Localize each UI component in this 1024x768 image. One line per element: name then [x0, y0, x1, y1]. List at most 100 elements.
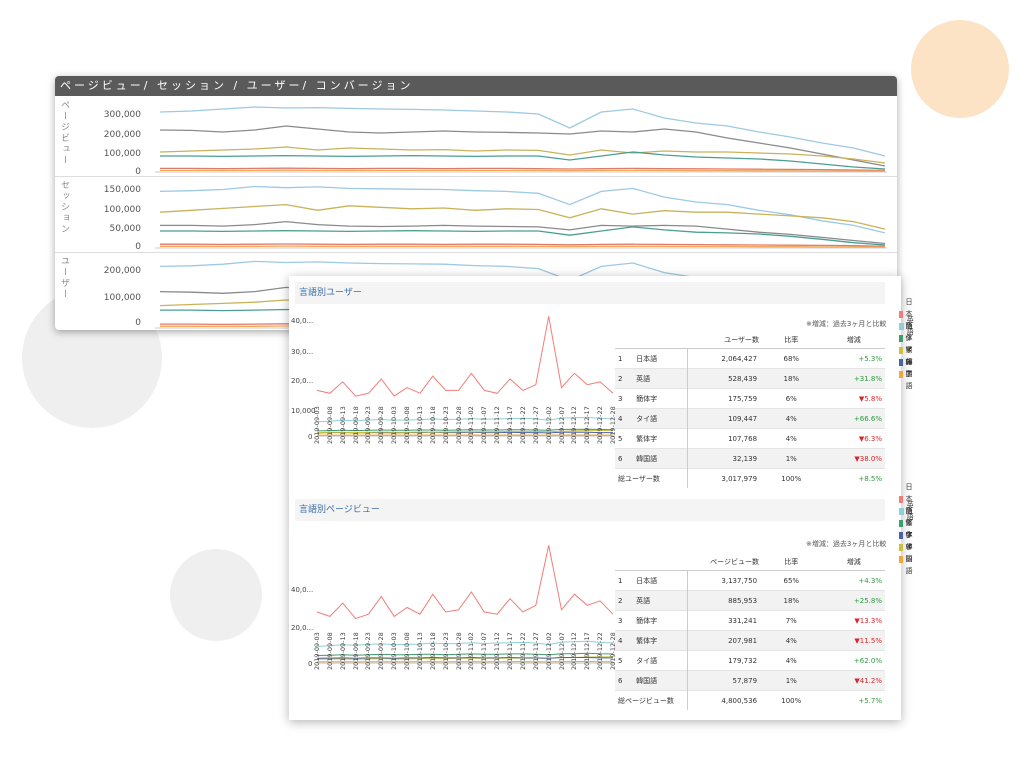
total-value: 3,017,979 — [687, 468, 761, 488]
pageviews-line-chart — [316, 545, 615, 664]
overview-series-line — [159, 146, 886, 164]
change: +31.8% — [822, 368, 885, 389]
col-change: 増減 — [822, 554, 885, 571]
col-pageviews: ページビュー数 — [687, 554, 761, 571]
y-tick: 20,0... — [291, 377, 314, 385]
tick-label: 150,000 — [103, 185, 141, 195]
x-tick-label: 2019-10-18 — [428, 632, 437, 670]
overview-series-line — [159, 203, 886, 230]
total-label: 総ページビュー数 — [615, 690, 689, 710]
legend-item[interactable]: 英語 — [899, 501, 916, 521]
overview-series-line — [159, 106, 886, 157]
value: 2,064,427 — [687, 348, 761, 369]
legend-item[interactable]: タイ語 — [899, 334, 916, 366]
table-row: 3 簡体字 331,241 7% ▼13.3% — [615, 610, 885, 631]
value: 107,768 — [687, 428, 761, 449]
pageviews-table: ページビュー数 比率 増減 1 日本語 3,137,750 65% +4.3% … — [615, 554, 885, 710]
rank: 4 — [615, 630, 634, 651]
legend-item[interactable]: タイ語 — [899, 531, 916, 563]
legend-label: 簡体字 — [905, 507, 913, 539]
tick-label: 100,000 — [103, 293, 141, 303]
x-tick-label: 2019-11-07 — [480, 632, 489, 670]
x-tick-label: 2019-10-08 — [403, 632, 412, 670]
x-tick-label: 2019-10-23 — [441, 632, 450, 670]
x-tick-label: 2019-09-13 — [338, 406, 347, 444]
tick-label: 200,000 — [103, 130, 141, 140]
table-header-row: ページビュー数 比率 増減 — [615, 554, 885, 571]
x-tick-label: 2019-12-02 — [544, 406, 553, 444]
x-tick-label: 2019-11-27 — [531, 632, 540, 670]
row-label-sessions: セッション — [59, 180, 69, 235]
value: 57,879 — [687, 670, 761, 691]
ratio: 4% — [760, 408, 823, 429]
x-tick-label: 2019-10-13 — [415, 632, 424, 670]
x-tick-label: 2019-10-23 — [441, 406, 450, 444]
legend-label: 韓国語 — [905, 543, 913, 575]
language: 韓国語 — [633, 448, 689, 469]
x-tick-label: 2019-12-12 — [570, 406, 579, 444]
x-tick-label: 2019-10-28 — [454, 632, 463, 670]
change: +25.8% — [822, 590, 885, 611]
change: ▼41.2% — [822, 670, 885, 691]
legend-item[interactable]: 繁体字 — [899, 346, 916, 378]
table-row: 1 日本語 2,064,427 68% +5.3% — [615, 348, 885, 369]
col-rank — [615, 554, 634, 571]
change: ▼11.5% — [822, 630, 885, 651]
rank: 3 — [615, 610, 634, 631]
series-line — [316, 316, 614, 397]
language: 英語 — [633, 590, 689, 611]
x-tick-label: 2019-09-03 — [313, 632, 321, 670]
legend-label: 繁体字 — [905, 519, 913, 551]
legend-label: タイ語 — [905, 531, 913, 563]
change: ▼5.8% — [822, 388, 885, 409]
legend-item[interactable]: 日本語 — [899, 298, 916, 330]
y-tick: 40,0... — [291, 586, 314, 594]
decor-circle-gray-small — [170, 549, 262, 641]
col-ratio: 比率 — [760, 554, 823, 571]
legend-swatch — [899, 346, 903, 354]
ratio: 1% — [760, 448, 823, 469]
table-row: 4 タイ語 109,447 4% +66.6% — [615, 408, 885, 429]
x-tick-label: 2019-10-28 — [454, 406, 463, 444]
legend-swatch — [899, 543, 903, 551]
language: 繁体字 — [633, 630, 689, 651]
x-tick-label: 2019-11-22 — [518, 406, 527, 444]
legend-swatch — [899, 507, 904, 515]
language: 繁体字 — [633, 428, 689, 449]
legend-item[interactable]: 簡体字 — [899, 507, 916, 539]
legend-label: 繁体字 — [905, 346, 913, 378]
legend-item[interactable]: 日本語 — [899, 483, 916, 515]
legend-item[interactable]: 繁体字 — [899, 519, 916, 551]
x-tick-label: 2019-09-28 — [377, 632, 386, 670]
ratio: 68% — [760, 348, 823, 369]
tick-label: 200,000 — [103, 266, 141, 276]
legend-item[interactable]: 韓国語 — [899, 543, 916, 575]
language: 日本語 — [633, 348, 689, 369]
table-row: 6 韓国語 57,879 1% ▼41.2% — [615, 670, 885, 691]
table-header-row: ユーザー数 比率 増減 — [615, 332, 885, 349]
change: +4.3% — [822, 570, 885, 591]
total-ratio: 100% — [760, 690, 823, 710]
rank: 3 — [615, 388, 634, 409]
x-tick-label: 2019-09-28 — [377, 406, 386, 444]
x-tick-label: 2019-11-12 — [493, 632, 502, 670]
users-table: ユーザー数 比率 増減 1 日本語 2,064,427 68% +5.3% 2 … — [615, 332, 885, 488]
table-row: 1 日本語 3,137,750 65% +4.3% — [615, 570, 885, 591]
x-tick-label: 2019-12-02 — [544, 632, 553, 670]
legend-swatch — [899, 322, 904, 330]
value: 32,139 — [687, 448, 761, 469]
legend-swatch — [899, 519, 903, 527]
total-value: 4,800,536 — [687, 690, 761, 710]
x-tick-label: 2019-09-08 — [325, 406, 334, 444]
x-tick-label: 2019-10-13 — [415, 406, 424, 444]
total-change: +8.5% — [822, 468, 885, 488]
pageviews-legend: 日本語 英語 簡体字 繁体字 タイ語 韓国語 — [899, 483, 916, 575]
tick-label: 100,000 — [103, 205, 141, 215]
series-line — [316, 428, 614, 432]
legend-item[interactable]: 英語 — [899, 316, 916, 336]
change: +62.0% — [822, 650, 885, 671]
language: 簡体字 — [633, 388, 689, 409]
rank: 6 — [615, 670, 634, 691]
legend-item[interactable]: 簡体字 — [899, 322, 916, 354]
legend-item[interactable]: 韓国語 — [899, 358, 916, 390]
